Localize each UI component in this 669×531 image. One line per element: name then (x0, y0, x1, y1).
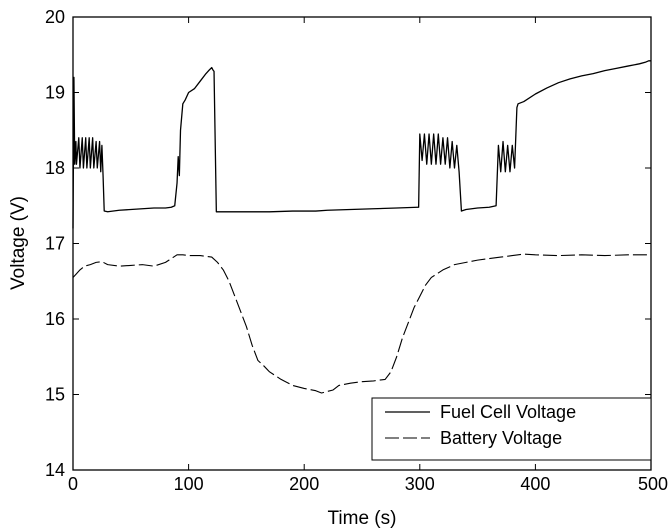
legend-label-battery: Battery Voltage (440, 428, 562, 448)
x-tick-label: 200 (289, 474, 319, 494)
series-layer (72, 60, 651, 394)
x-tick-label: 500 (638, 474, 668, 494)
series-line-fuel-cell (72, 60, 651, 229)
y-axis-ticks: 14 15 16 17 18 19 20 (45, 7, 651, 480)
plot-frame (72, 16, 652, 471)
legend-label-fuel-cell: Fuel Cell Voltage (440, 402, 576, 422)
y-tick-label: 18 (45, 158, 65, 178)
series-line-battery (72, 253, 651, 394)
y-tick-label: 17 (45, 234, 65, 254)
y-tick-label: 15 (45, 385, 65, 405)
x-tick-label: 300 (405, 474, 435, 494)
plot-area: 0 100 200 300 400 500 14 15 16 17 18 19 20 (45, 7, 668, 494)
y-tick-label: 20 (45, 7, 65, 27)
y-tick-label: 19 (45, 83, 65, 103)
x-tick-label: 0 (68, 474, 78, 494)
x-tick-label: 100 (174, 474, 204, 494)
x-tick-label: 400 (520, 474, 550, 494)
y-axis-title: Voltage (V) (8, 196, 29, 290)
legend: Fuel Cell Voltage Battery Voltage (371, 397, 652, 461)
legend-box (371, 397, 652, 461)
x-axis-title: Time (s) (328, 508, 397, 529)
x-axis-ticks: 0 100 200 300 400 500 (68, 17, 668, 494)
y-tick-label: 16 (45, 309, 65, 329)
y-tick-label: 14 (45, 460, 65, 480)
